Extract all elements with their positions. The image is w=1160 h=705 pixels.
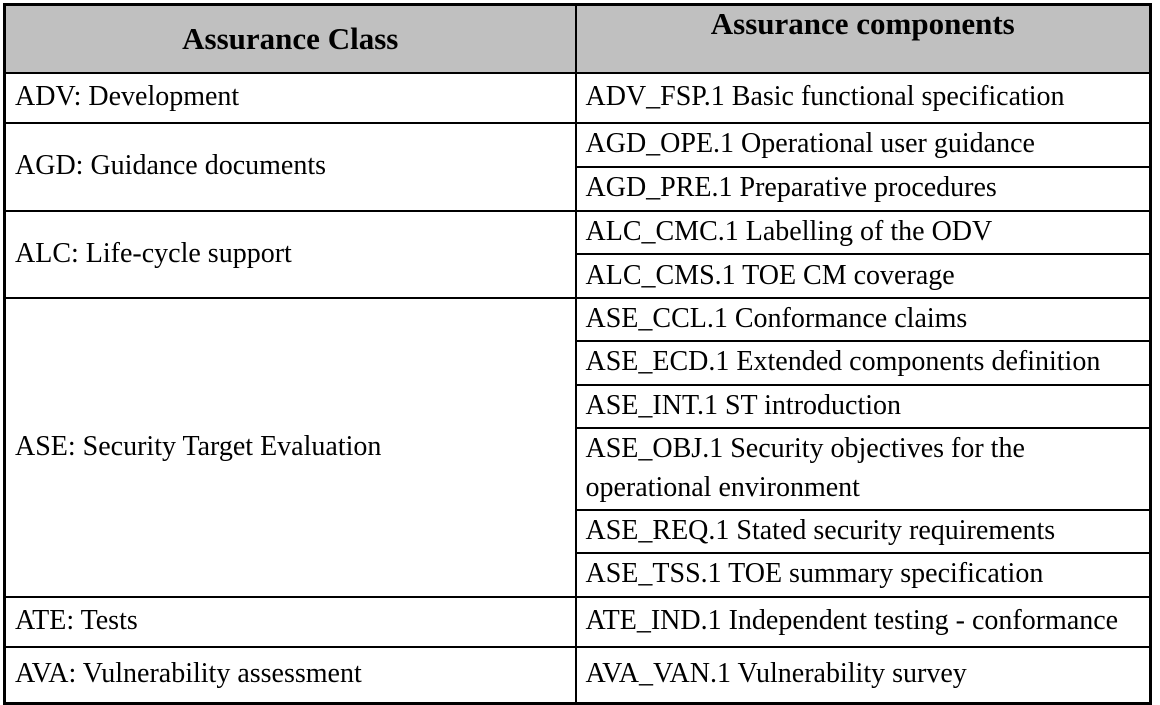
table-row: ASE_REQ.1 Stated security requirements bbox=[5, 509, 1152, 555]
assurance-class-cell: ATE: Tests bbox=[3, 595, 577, 648]
document-page: Assurance Class Assurance components ADV… bbox=[3, 3, 1152, 705]
table-row: ASE_INT.1 ST introduction bbox=[5, 383, 1152, 429]
assurance-component-cell: ALC_CMC.1 Labelling of the ODV bbox=[574, 209, 1152, 256]
assurance-class-cell: ADV: Development bbox=[3, 72, 577, 124]
assurance-component-cell: AGD_PRE.1 Preparative procedures bbox=[574, 166, 1152, 212]
table-row: ATE: Tests ATE_IND.1 Independent testing … bbox=[3, 595, 1152, 648]
assurance-component-cell: ASE_TSS.1 TOE summary specification bbox=[574, 552, 1152, 598]
assurance-component-cell: ASE_REQ.1 Stated security requirements bbox=[574, 509, 1152, 555]
table-row: ASE_OBJ.1 Security objectives for the op… bbox=[5, 426, 1152, 512]
assurance-component-cell: ATE_IND.1 Independent testing - conforma… bbox=[574, 595, 1152, 648]
table-row: AVA: Vulnerability assessment AVA_VAN.1 V… bbox=[3, 645, 1152, 704]
header-row: Assurance Class Assurance components bbox=[3, 3, 1152, 74]
table-row: ASE_TSS.1 TOE summary specification bbox=[5, 552, 1152, 598]
assurance-component-cell: AGD_OPE.1 Operational user guidance bbox=[574, 122, 1152, 168]
assurance-component-cell: ADV_FSP.1 Basic functional specification bbox=[574, 72, 1152, 124]
assurance-component-cell: ASE_ECD.1 Extended components definition bbox=[574, 340, 1152, 386]
table-body: ADV: Development ADV_FSP.1 Basic function… bbox=[3, 72, 1152, 704]
header-assurance-class: Assurance Class bbox=[3, 3, 577, 74]
assurance-component-cell: ASE_OBJ.1 Security objectives for the op… bbox=[574, 426, 1152, 512]
assurance-class-cell: AGD: Guidance documents bbox=[3, 122, 577, 212]
assurance-requirements-table: Assurance Class Assurance components ADV… bbox=[3, 3, 1152, 705]
assurance-class-cell: AVA: Vulnerability assessment bbox=[3, 645, 577, 704]
table-row: ASE_ECD.1 Extended components definition bbox=[5, 340, 1152, 386]
assurance-component-cell: AVA_VAN.1 Vulnerability survey bbox=[574, 645, 1152, 704]
header-assurance-components: Assurance components bbox=[574, 3, 1152, 74]
assurance-component-cell: ASE_INT.1 ST introduction bbox=[574, 383, 1152, 429]
assurance-class-cell: ASE: Security Target Evaluation bbox=[3, 297, 577, 598]
table-row: AGD_PRE.1 Preparative procedures bbox=[5, 166, 1152, 212]
table-row: ALC_CMS.1 TOE CM coverage bbox=[5, 253, 1152, 300]
table-row: ASE: Security Target Evaluation ASE_CCL.1… bbox=[3, 297, 1152, 598]
assurance-class-cell: ALC: Life-cycle support bbox=[3, 209, 577, 300]
table-row: ADV: Development ADV_FSP.1 Basic function… bbox=[3, 72, 1152, 124]
assurance-component-cell: ALC_CMS.1 TOE CM coverage bbox=[574, 253, 1152, 300]
assurance-component-cell: ASE_CCL.1 Conformance claims bbox=[574, 297, 1152, 343]
table-row: ALC: Life-cycle support ALC_CMC.1 Labelli… bbox=[3, 209, 1152, 300]
table-row: AGD: Guidance documents AGD_OPE.1 Operati… bbox=[3, 122, 1152, 212]
